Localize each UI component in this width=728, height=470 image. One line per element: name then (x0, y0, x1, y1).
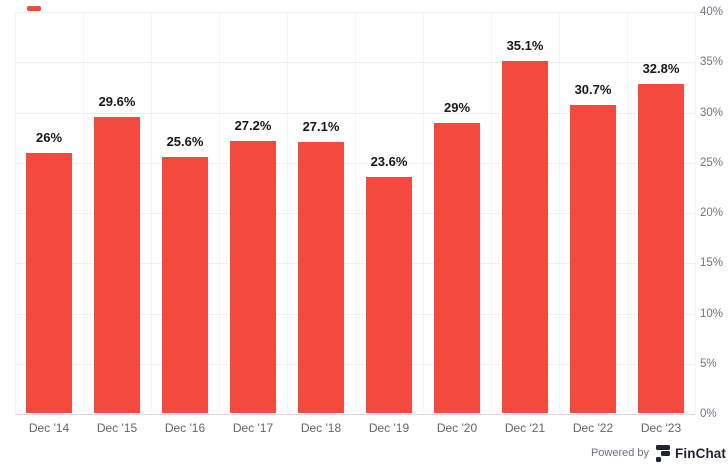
bar[interactable] (298, 141, 344, 413)
legend-marker[interactable] (27, 6, 41, 11)
bar-value-label: 35.1% (506, 38, 544, 54)
bar[interactable] (26, 152, 72, 413)
x-axis-tick-label: Dec '22 (572, 421, 614, 435)
x-axis-tick-label: Dec '23 (640, 421, 682, 435)
y-axis-tick-label: 10% (700, 307, 724, 320)
bar[interactable] (230, 140, 276, 413)
brand-name[interactable]: FinChat (675, 445, 726, 461)
bar-value-label: 30.7% (574, 82, 612, 98)
y-axis-tick-label: 35% (700, 56, 724, 69)
bar-value-label: 29% (443, 99, 471, 115)
x-axis-tick-label: Dec '15 (96, 421, 138, 435)
bar-value-label: 25.6% (166, 133, 204, 149)
x-axis-line (15, 414, 695, 415)
bar-value-label: 29.6% (98, 93, 136, 109)
bar-value-label: 27.1% (302, 118, 340, 134)
bar-value-label: 26% (35, 129, 63, 145)
vertical-gridline (695, 12, 696, 414)
bar[interactable] (94, 116, 140, 413)
x-axis-tick-label: Dec '19 (368, 421, 410, 435)
horizontal-gridline (15, 62, 695, 64)
x-axis-tick-label: Dec '17 (232, 421, 274, 435)
bar[interactable] (638, 84, 684, 413)
powered-by-label: Powered by (590, 447, 650, 459)
bar-value-label: 23.6% (370, 153, 408, 169)
bar-value-label: 32.8% (642, 61, 680, 77)
bar[interactable] (434, 122, 480, 413)
y-axis-tick-label: 40% (700, 6, 724, 18)
horizontal-gridline (15, 263, 695, 265)
horizontal-gridline (15, 162, 695, 164)
finchat-logo-icon[interactable] (656, 444, 671, 462)
attribution: Powered by FinChat (591, 444, 726, 462)
y-axis-tick-label: 5% (700, 357, 717, 370)
x-axis-tick-label: Dec '20 (436, 421, 478, 435)
horizontal-gridline (15, 313, 695, 315)
y-axis-tick-label: 0% (700, 408, 717, 420)
horizontal-gridline (15, 213, 695, 214)
y-axis-tick-label: 30% (700, 106, 724, 119)
horizontal-gridline (15, 363, 695, 365)
bar[interactable] (570, 105, 616, 413)
bar-value-label: 27.2% (234, 117, 272, 133)
y-axis-tick-label: 25% (700, 156, 724, 169)
x-axis-tick-label: Dec '14 (28, 421, 70, 435)
bar[interactable] (366, 176, 412, 413)
bar[interactable] (162, 156, 208, 413)
y-axis-tick-label: 20% (700, 207, 724, 219)
horizontal-gridline (15, 12, 695, 13)
x-axis-tick-label: Dec '21 (504, 421, 546, 435)
bar[interactable] (502, 61, 548, 413)
y-axis-tick-label: 15% (700, 257, 724, 270)
x-axis-tick-label: Dec '16 (164, 421, 206, 435)
x-axis-tick-label: Dec '18 (300, 421, 342, 435)
horizontal-gridline (15, 112, 695, 114)
